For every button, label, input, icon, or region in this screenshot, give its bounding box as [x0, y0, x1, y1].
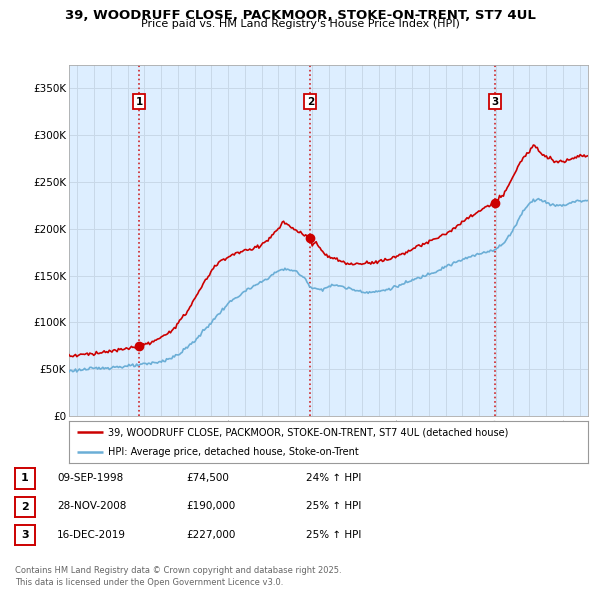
Text: 39, WOODRUFF CLOSE, PACKMOOR, STOKE-ON-TRENT, ST7 4UL (detached house): 39, WOODRUFF CLOSE, PACKMOOR, STOKE-ON-T… — [108, 427, 508, 437]
Text: 2: 2 — [21, 502, 29, 512]
Text: £190,000: £190,000 — [186, 502, 235, 511]
Text: Price paid vs. HM Land Registry's House Price Index (HPI): Price paid vs. HM Land Registry's House … — [140, 19, 460, 29]
Text: 24% ↑ HPI: 24% ↑ HPI — [306, 473, 361, 483]
Text: 16-DEC-2019: 16-DEC-2019 — [57, 530, 126, 539]
Text: HPI: Average price, detached house, Stoke-on-Trent: HPI: Average price, detached house, Stok… — [108, 447, 359, 457]
Text: £227,000: £227,000 — [186, 530, 235, 539]
Text: Contains HM Land Registry data © Crown copyright and database right 2025.
This d: Contains HM Land Registry data © Crown c… — [15, 566, 341, 587]
Text: 1: 1 — [136, 97, 143, 107]
Text: 25% ↑ HPI: 25% ↑ HPI — [306, 530, 361, 539]
Text: 09-SEP-1998: 09-SEP-1998 — [57, 473, 123, 483]
Text: 28-NOV-2008: 28-NOV-2008 — [57, 502, 127, 511]
Text: 1: 1 — [21, 474, 29, 483]
Text: £74,500: £74,500 — [186, 473, 229, 483]
Text: 2: 2 — [307, 97, 314, 107]
Text: 3: 3 — [21, 530, 29, 540]
Text: 25% ↑ HPI: 25% ↑ HPI — [306, 502, 361, 511]
Text: 3: 3 — [491, 97, 499, 107]
Text: 39, WOODRUFF CLOSE, PACKMOOR, STOKE-ON-TRENT, ST7 4UL: 39, WOODRUFF CLOSE, PACKMOOR, STOKE-ON-T… — [65, 9, 535, 22]
